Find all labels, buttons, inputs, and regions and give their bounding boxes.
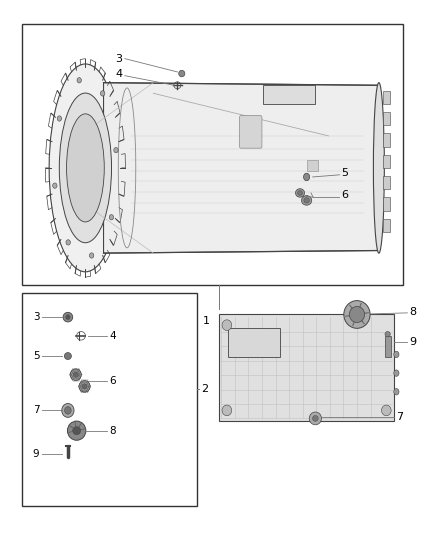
FancyBboxPatch shape bbox=[263, 85, 315, 104]
Ellipse shape bbox=[309, 412, 321, 425]
Ellipse shape bbox=[313, 416, 318, 421]
FancyBboxPatch shape bbox=[219, 314, 394, 421]
Ellipse shape bbox=[222, 405, 232, 416]
Ellipse shape bbox=[64, 353, 71, 359]
Bar bbox=[383, 197, 390, 211]
Ellipse shape bbox=[89, 253, 94, 258]
Ellipse shape bbox=[79, 381, 90, 392]
Text: 8: 8 bbox=[410, 307, 417, 317]
Ellipse shape bbox=[179, 70, 185, 77]
Ellipse shape bbox=[49, 64, 122, 272]
Ellipse shape bbox=[66, 314, 70, 320]
Text: 4: 4 bbox=[116, 69, 123, 78]
Text: 8: 8 bbox=[110, 426, 116, 435]
Bar bbox=[22, 24, 403, 285]
Text: 7: 7 bbox=[396, 412, 403, 422]
Bar bbox=[22, 293, 197, 506]
Ellipse shape bbox=[373, 83, 385, 253]
Bar bbox=[383, 155, 390, 168]
Text: 9: 9 bbox=[33, 449, 39, 459]
Text: 5: 5 bbox=[342, 168, 349, 178]
Text: 7: 7 bbox=[33, 406, 39, 415]
Ellipse shape bbox=[349, 306, 364, 322]
Ellipse shape bbox=[296, 189, 304, 197]
Ellipse shape bbox=[53, 183, 57, 188]
Ellipse shape bbox=[109, 215, 113, 220]
FancyBboxPatch shape bbox=[228, 328, 280, 357]
Ellipse shape bbox=[297, 191, 303, 195]
Ellipse shape bbox=[394, 370, 399, 376]
Ellipse shape bbox=[67, 421, 86, 440]
Ellipse shape bbox=[381, 405, 391, 416]
Ellipse shape bbox=[82, 384, 87, 389]
Bar bbox=[383, 133, 390, 147]
Bar bbox=[383, 91, 390, 104]
Ellipse shape bbox=[70, 369, 81, 381]
Ellipse shape bbox=[57, 116, 62, 121]
Ellipse shape bbox=[65, 407, 71, 414]
Ellipse shape bbox=[385, 332, 390, 337]
Bar bbox=[383, 176, 390, 189]
Text: 6: 6 bbox=[110, 376, 116, 386]
Ellipse shape bbox=[62, 403, 74, 417]
Text: 2: 2 bbox=[201, 384, 208, 394]
Text: 3: 3 bbox=[116, 54, 123, 63]
Ellipse shape bbox=[67, 114, 104, 222]
Text: 1: 1 bbox=[202, 316, 209, 326]
Text: 4: 4 bbox=[110, 331, 116, 341]
Text: 3: 3 bbox=[33, 312, 39, 322]
Ellipse shape bbox=[100, 91, 105, 96]
Ellipse shape bbox=[304, 173, 310, 181]
Polygon shape bbox=[103, 83, 379, 253]
Ellipse shape bbox=[114, 148, 118, 153]
Ellipse shape bbox=[59, 93, 112, 243]
Ellipse shape bbox=[66, 240, 71, 245]
Ellipse shape bbox=[344, 301, 370, 328]
Ellipse shape bbox=[77, 78, 81, 83]
Text: 6: 6 bbox=[342, 190, 349, 200]
Bar bbox=[385, 336, 391, 357]
Ellipse shape bbox=[394, 389, 399, 395]
Ellipse shape bbox=[301, 196, 312, 205]
Bar bbox=[383, 112, 390, 125]
Ellipse shape bbox=[304, 198, 309, 203]
Text: 5: 5 bbox=[33, 351, 39, 361]
Bar bbox=[307, 160, 318, 171]
Ellipse shape bbox=[73, 372, 78, 377]
Bar bbox=[383, 219, 390, 232]
Ellipse shape bbox=[222, 320, 232, 330]
FancyBboxPatch shape bbox=[240, 116, 262, 148]
Ellipse shape bbox=[394, 351, 399, 358]
Text: 9: 9 bbox=[410, 337, 417, 347]
Ellipse shape bbox=[73, 426, 81, 435]
Ellipse shape bbox=[63, 312, 73, 322]
